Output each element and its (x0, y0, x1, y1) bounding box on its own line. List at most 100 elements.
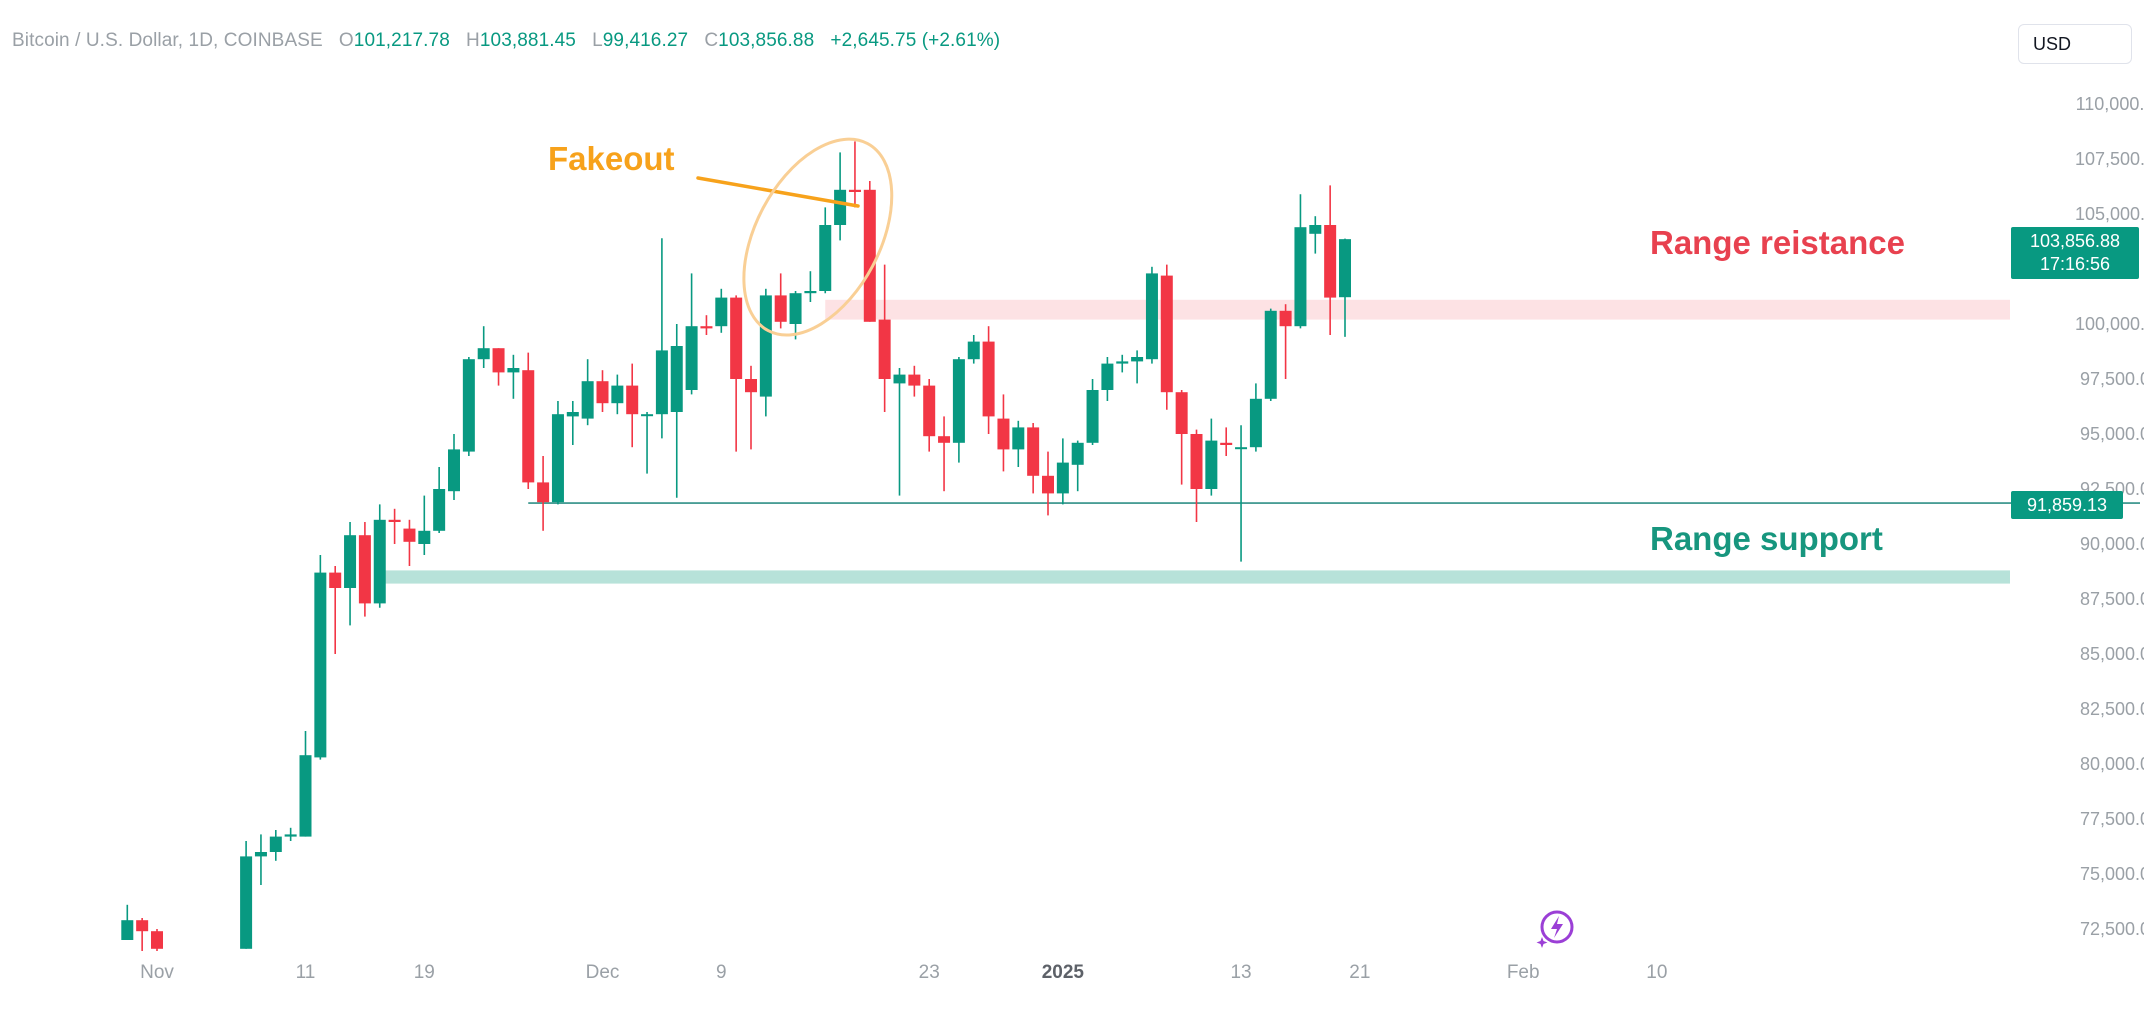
candle-body (1145, 273, 1158, 360)
y-axis[interactable]: 72,500.00 75,000.00 77,500.00 80,000.00 82,5… (2075, 94, 2144, 939)
candle (344, 522, 357, 626)
candle (1235, 425, 1248, 562)
candle-body (403, 528, 416, 542)
candle (507, 354, 520, 399)
candle-body (1249, 398, 1262, 448)
candle-body (507, 368, 520, 373)
fakeout-label: Fakeout (548, 140, 675, 177)
lightning-bolt-icon[interactable] (1533, 907, 1577, 951)
candle-body (1220, 442, 1233, 445)
candle (834, 152, 847, 241)
candle (254, 834, 267, 885)
candle (492, 348, 505, 386)
candle-body (358, 535, 371, 604)
candle (1116, 354, 1129, 373)
candle (759, 288, 772, 417)
zones-layer (379, 299, 2010, 584)
candle (685, 273, 698, 395)
candle (1324, 185, 1337, 335)
candle-body (626, 385, 639, 415)
candle (1175, 390, 1188, 485)
candle-body (715, 297, 728, 327)
candle (1190, 429, 1203, 522)
candle-body (1175, 392, 1188, 434)
overlay-layer (696, 137, 894, 337)
candle-body (655, 350, 668, 415)
candle-body (952, 359, 965, 443)
candle-body (388, 519, 401, 522)
candle-body (730, 297, 743, 379)
candle (358, 522, 371, 617)
candle (923, 379, 936, 452)
change-value: +2,645.75 (+2.61%) (830, 30, 1001, 51)
high-label: H (466, 30, 480, 51)
bar-countdown: 17:16:56 (2039, 254, 2111, 274)
candle-body (1071, 442, 1084, 465)
resistance-zone (825, 299, 2010, 320)
candle (1071, 440, 1084, 492)
x-axis[interactable]: Nov 11 19 Dec 9 23 2025 13 21 Feb 10 (140, 962, 1667, 983)
candle-body (596, 381, 609, 404)
candle-body (1324, 225, 1337, 298)
candle (715, 288, 728, 333)
candle (522, 352, 535, 489)
candle-body (433, 489, 446, 531)
x-tick-label: Dec (586, 962, 620, 983)
x-tick-label: 23 (919, 962, 940, 983)
y-tick-label: 77,500.00 (2080, 809, 2144, 829)
candle-body (151, 931, 163, 949)
y-tick-label: 72,500.00 (2080, 919, 2144, 939)
candle-body (685, 326, 698, 390)
candle (1220, 427, 1233, 456)
close-label: C (704, 30, 719, 51)
candle-body (967, 341, 980, 360)
candle (982, 326, 995, 434)
candle-body (700, 326, 713, 329)
candle-body (269, 836, 282, 852)
candle (611, 374, 624, 415)
candle (1086, 379, 1099, 445)
candle-body (566, 412, 579, 417)
support-zone (379, 570, 2010, 584)
candle-body (997, 418, 1010, 450)
candle-body (1309, 225, 1322, 234)
candle (848, 141, 861, 208)
candle (388, 508, 401, 544)
candle (745, 365, 757, 450)
currency-button[interactable]: USD (2018, 24, 2132, 64)
candle-body (834, 189, 847, 225)
candle (284, 827, 297, 841)
candle (730, 295, 743, 452)
candle (655, 238, 668, 439)
candle-body (448, 449, 460, 492)
candle-body (848, 189, 861, 192)
candle-body (1294, 227, 1307, 327)
x-tick-label: 19 (414, 962, 435, 983)
candle-body (1190, 434, 1203, 489)
candle (1042, 451, 1054, 516)
candle (819, 207, 832, 294)
candle-body (240, 856, 253, 949)
candle-body (1101, 363, 1114, 390)
y-tick-label: 110,000.00 (2076, 94, 2144, 114)
open-label: O (338, 30, 354, 51)
y-tick-label: 97,500.00 (2080, 369, 2144, 389)
candle-body (462, 359, 475, 452)
candle-body (863, 189, 876, 322)
y-tick-label: 85,000.00 (2080, 644, 2144, 664)
x-tick-label: Feb (1507, 962, 1540, 983)
candle (373, 504, 386, 608)
candle (863, 181, 876, 322)
candle-body (1116, 361, 1129, 364)
candle (433, 467, 446, 533)
high-value: 103,881.45 (479, 30, 576, 51)
candle (1294, 194, 1307, 329)
candle-body (1086, 390, 1099, 443)
x-tick-label: 11 (296, 962, 316, 983)
candle (1205, 418, 1218, 496)
candle (626, 363, 639, 448)
x-tick-label: Nov (140, 962, 174, 983)
candle (329, 566, 342, 654)
y-tick-label: 75,000.00 (2080, 864, 2144, 884)
